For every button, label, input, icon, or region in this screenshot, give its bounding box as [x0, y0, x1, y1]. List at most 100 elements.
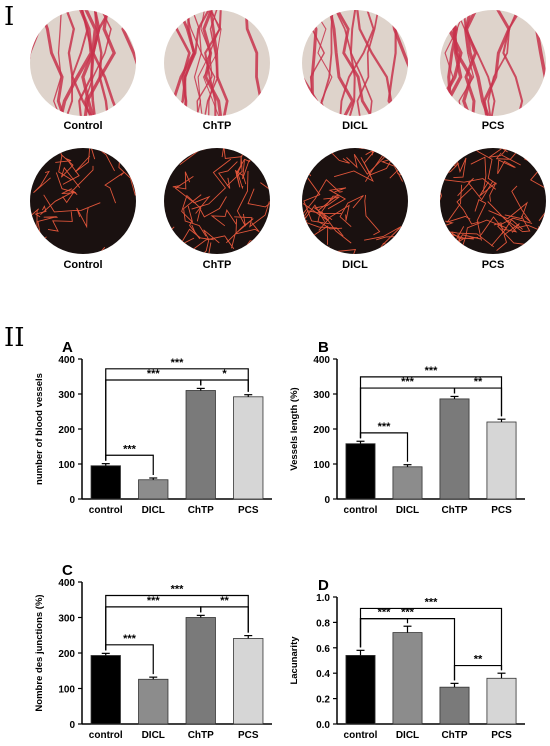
y-axis-label: Lacunarity — [289, 636, 300, 685]
significance-bracket — [105, 368, 249, 461]
bar-dicl — [138, 479, 169, 500]
y-tick-label: 0 — [69, 720, 75, 731]
x-tick-label: control — [344, 505, 378, 516]
significance-label: ** — [220, 595, 229, 607]
significance-label: *** — [123, 633, 137, 645]
significance-label: *** — [425, 596, 439, 608]
chart-panel-c: C 0 100 200 300 400 Nombre des junctions (%) co… — [34, 562, 272, 741]
x-tick-label: DICL — [142, 505, 165, 516]
photo-control — [30, 10, 136, 116]
bar-control — [345, 655, 376, 725]
chart-panel-d: D 0.0 0.2 0.4 0.6 0.8 1.0 Lacunarity control DICL… — [289, 577, 525, 741]
y-axis-label: Vessels length (%) — [289, 387, 300, 470]
significance-label: *** — [171, 357, 185, 369]
panel-letter: D — [318, 577, 329, 594]
bar-pcs — [233, 638, 264, 725]
y-tick-label: 100 — [313, 460, 330, 471]
bar-dicl — [138, 678, 169, 725]
bar-chtp — [439, 686, 470, 725]
x-tick-label: PCS — [491, 505, 512, 516]
significance-label: *** — [401, 376, 415, 388]
y-tick-label: 0.0 — [316, 720, 330, 731]
y-tick-label: 300 — [58, 614, 75, 625]
x-tick-label: PCS — [238, 730, 259, 741]
bar-control — [90, 655, 121, 725]
significance-label: *** — [378, 421, 392, 433]
y-tick-label: 0 — [69, 495, 75, 506]
y-tick-label: 0.8 — [316, 618, 330, 629]
bar-chtp — [185, 390, 216, 500]
x-tick-label: control — [89, 730, 123, 741]
photo-dicl — [302, 10, 408, 116]
significance-label: *** — [123, 443, 137, 455]
panel-letter: A — [62, 339, 73, 356]
segmented-control — [30, 148, 136, 254]
bar-chtp — [439, 398, 470, 500]
panel-letter: B — [318, 339, 329, 356]
y-tick-label: 200 — [58, 649, 75, 660]
significance-label: *** — [147, 595, 161, 607]
y-tick-label: 0 — [324, 495, 330, 506]
significance-label: *** — [171, 583, 185, 595]
panel-letter: C — [62, 562, 73, 579]
y-tick-label: 0.4 — [316, 669, 330, 680]
photo-label-chtp: ChTP — [202, 120, 232, 132]
y-tick-label: 0.6 — [316, 644, 330, 655]
significance-label: *** — [425, 365, 439, 377]
significance-bracket — [359, 607, 503, 671]
bar-pcs — [486, 421, 517, 500]
segmented-chtp — [164, 148, 270, 254]
significance-bracket — [200, 379, 249, 392]
photo-label-pcs: PCS — [481, 120, 505, 132]
significance-label: *** — [378, 607, 392, 619]
x-tick-label: control — [344, 730, 378, 741]
bar-control — [345, 443, 376, 500]
bar-pcs — [486, 677, 517, 725]
significance-label: ** — [474, 376, 483, 388]
significance-bracket — [105, 594, 249, 651]
segmented-pcs — [440, 148, 546, 254]
x-tick-label: ChTP — [188, 505, 214, 516]
y-tick-label: 400 — [58, 355, 75, 366]
y-tick-label: 300 — [313, 390, 330, 401]
y-tick-label: 0.2 — [316, 695, 330, 706]
x-tick-label: PCS — [238, 505, 259, 516]
x-tick-label: control — [89, 505, 123, 516]
y-tick-label: 1.0 — [316, 593, 330, 604]
segmented-label-control: Control — [63, 259, 103, 271]
y-tick-label: 100 — [58, 460, 75, 471]
bar-control — [90, 465, 121, 500]
y-tick-label: 400 — [313, 355, 330, 366]
x-tick-label: DICL — [396, 730, 419, 741]
x-tick-label: PCS — [491, 730, 512, 741]
segmented-label-chtp: ChTP — [202, 259, 232, 271]
segmented-label-pcs: PCS — [481, 259, 505, 271]
significance-label: * — [222, 368, 227, 380]
y-tick-label: 300 — [58, 390, 75, 401]
chart-panel-a: A 0 100 200 300 400 number of blood vessels con… — [34, 339, 272, 516]
photo-label-control: Control — [63, 120, 103, 132]
y-tick-label: 100 — [58, 685, 75, 696]
significance-label: *** — [147, 368, 161, 380]
x-tick-label: ChTP — [188, 730, 214, 741]
x-tick-label: ChTP — [441, 505, 467, 516]
chart-panel-b: B 0 100 200 300 400 Vessels length (%) control D… — [289, 339, 525, 516]
section-label-2: II — [4, 323, 25, 353]
photo-label-dicl: DICL — [342, 120, 368, 132]
bar-pcs — [233, 396, 264, 500]
y-tick-label: 400 — [58, 578, 75, 589]
y-tick-label: 200 — [313, 425, 330, 436]
x-tick-label: ChTP — [441, 730, 467, 741]
section-label-1: I — [4, 2, 15, 32]
bar-dicl — [392, 466, 423, 500]
significance-label: ** — [474, 654, 483, 666]
x-tick-label: DICL — [396, 505, 419, 516]
y-axis-label: number of blood vessels — [34, 373, 45, 485]
bar-chtp — [185, 617, 216, 725]
significance-bracket — [359, 376, 503, 439]
bar-dicl — [392, 632, 423, 725]
segmented-label-dicl: DICL — [342, 259, 368, 271]
x-tick-label: DICL — [142, 730, 165, 741]
y-axis-label: Nombre des junctions (%) — [34, 594, 45, 711]
